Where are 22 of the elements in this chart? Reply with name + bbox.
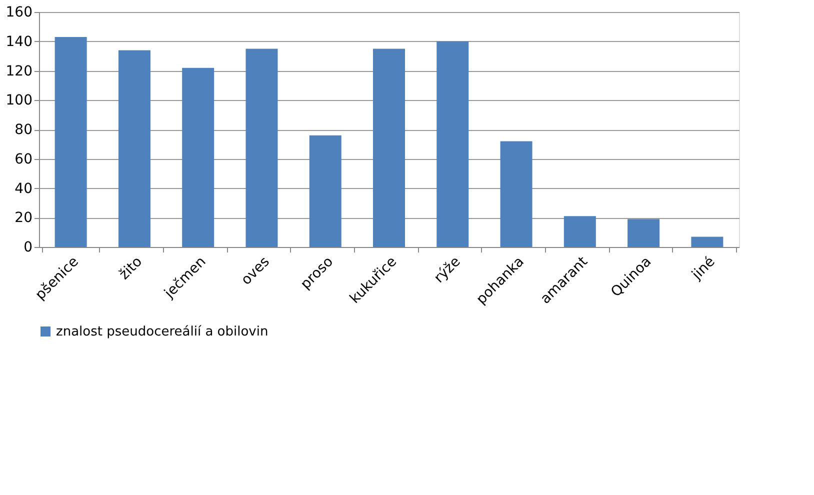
legend-label: znalost pseudocereálií a obilovin xyxy=(56,324,268,340)
y-tick-label: 40 xyxy=(14,180,32,197)
y-tick-label: 20 xyxy=(14,210,32,226)
y-tick-label: 160 xyxy=(6,4,32,20)
bar xyxy=(564,216,596,247)
bar xyxy=(436,41,469,247)
bar xyxy=(500,141,532,247)
bar xyxy=(691,236,724,247)
bar xyxy=(182,68,214,247)
x-tick-label: žito xyxy=(116,254,146,283)
bar xyxy=(54,36,87,247)
y-tick-label: 60 xyxy=(14,151,32,168)
y-tick-label: 0 xyxy=(24,240,32,256)
y-tick-label: 80 xyxy=(14,122,32,138)
y-tick-label: 120 xyxy=(6,63,32,80)
y-tick-label: 100 xyxy=(6,92,32,109)
bar xyxy=(373,48,405,247)
bar xyxy=(118,50,150,247)
bar xyxy=(309,135,342,247)
bar xyxy=(628,219,660,247)
y-tick-label: 140 xyxy=(6,34,32,50)
bar xyxy=(246,48,278,247)
